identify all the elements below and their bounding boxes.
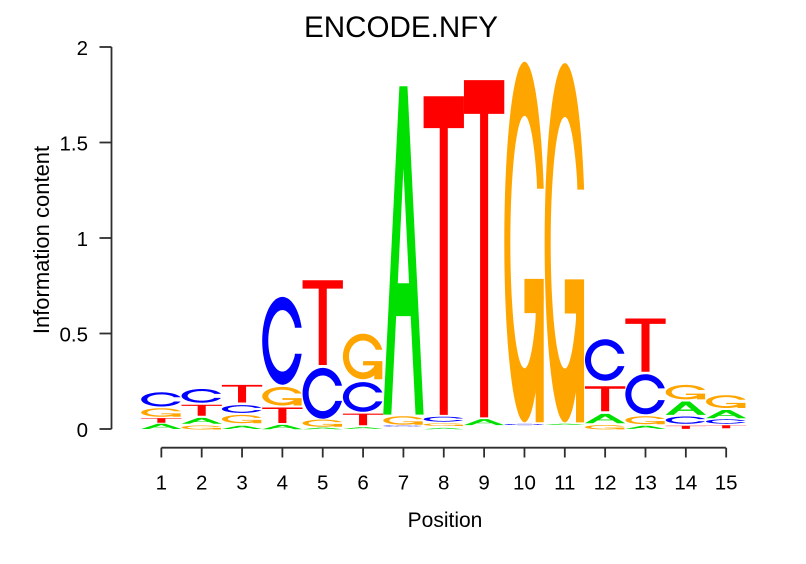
svg-text:4: 4	[277, 472, 288, 495]
svg-text:2: 2	[196, 472, 207, 495]
svg-text:12: 12	[594, 472, 617, 495]
svg-text:2: 2	[77, 37, 88, 60]
svg-text:1: 1	[77, 228, 88, 251]
svg-text:11: 11	[554, 472, 575, 495]
svg-text:15: 15	[715, 472, 738, 495]
svg-text:Position: Position	[408, 509, 483, 532]
svg-text:6: 6	[357, 472, 368, 495]
svg-text:7: 7	[398, 472, 409, 495]
svg-text:10: 10	[513, 472, 536, 495]
svg-text:0.5: 0.5	[60, 323, 89, 346]
svg-text:13: 13	[634, 472, 657, 495]
svg-text:Information content: Information content	[29, 146, 54, 334]
svg-text:3: 3	[236, 472, 247, 495]
svg-text:14: 14	[674, 472, 697, 495]
svg-text:ENCODE.NFY: ENCODE.NFY	[304, 11, 498, 44]
svg-text:0: 0	[77, 419, 88, 442]
svg-text:1: 1	[156, 472, 167, 495]
svg-text:9: 9	[478, 472, 489, 495]
svg-text:8: 8	[438, 472, 449, 495]
svg-text:5: 5	[317, 472, 328, 495]
svg-text:1.5: 1.5	[60, 132, 89, 155]
